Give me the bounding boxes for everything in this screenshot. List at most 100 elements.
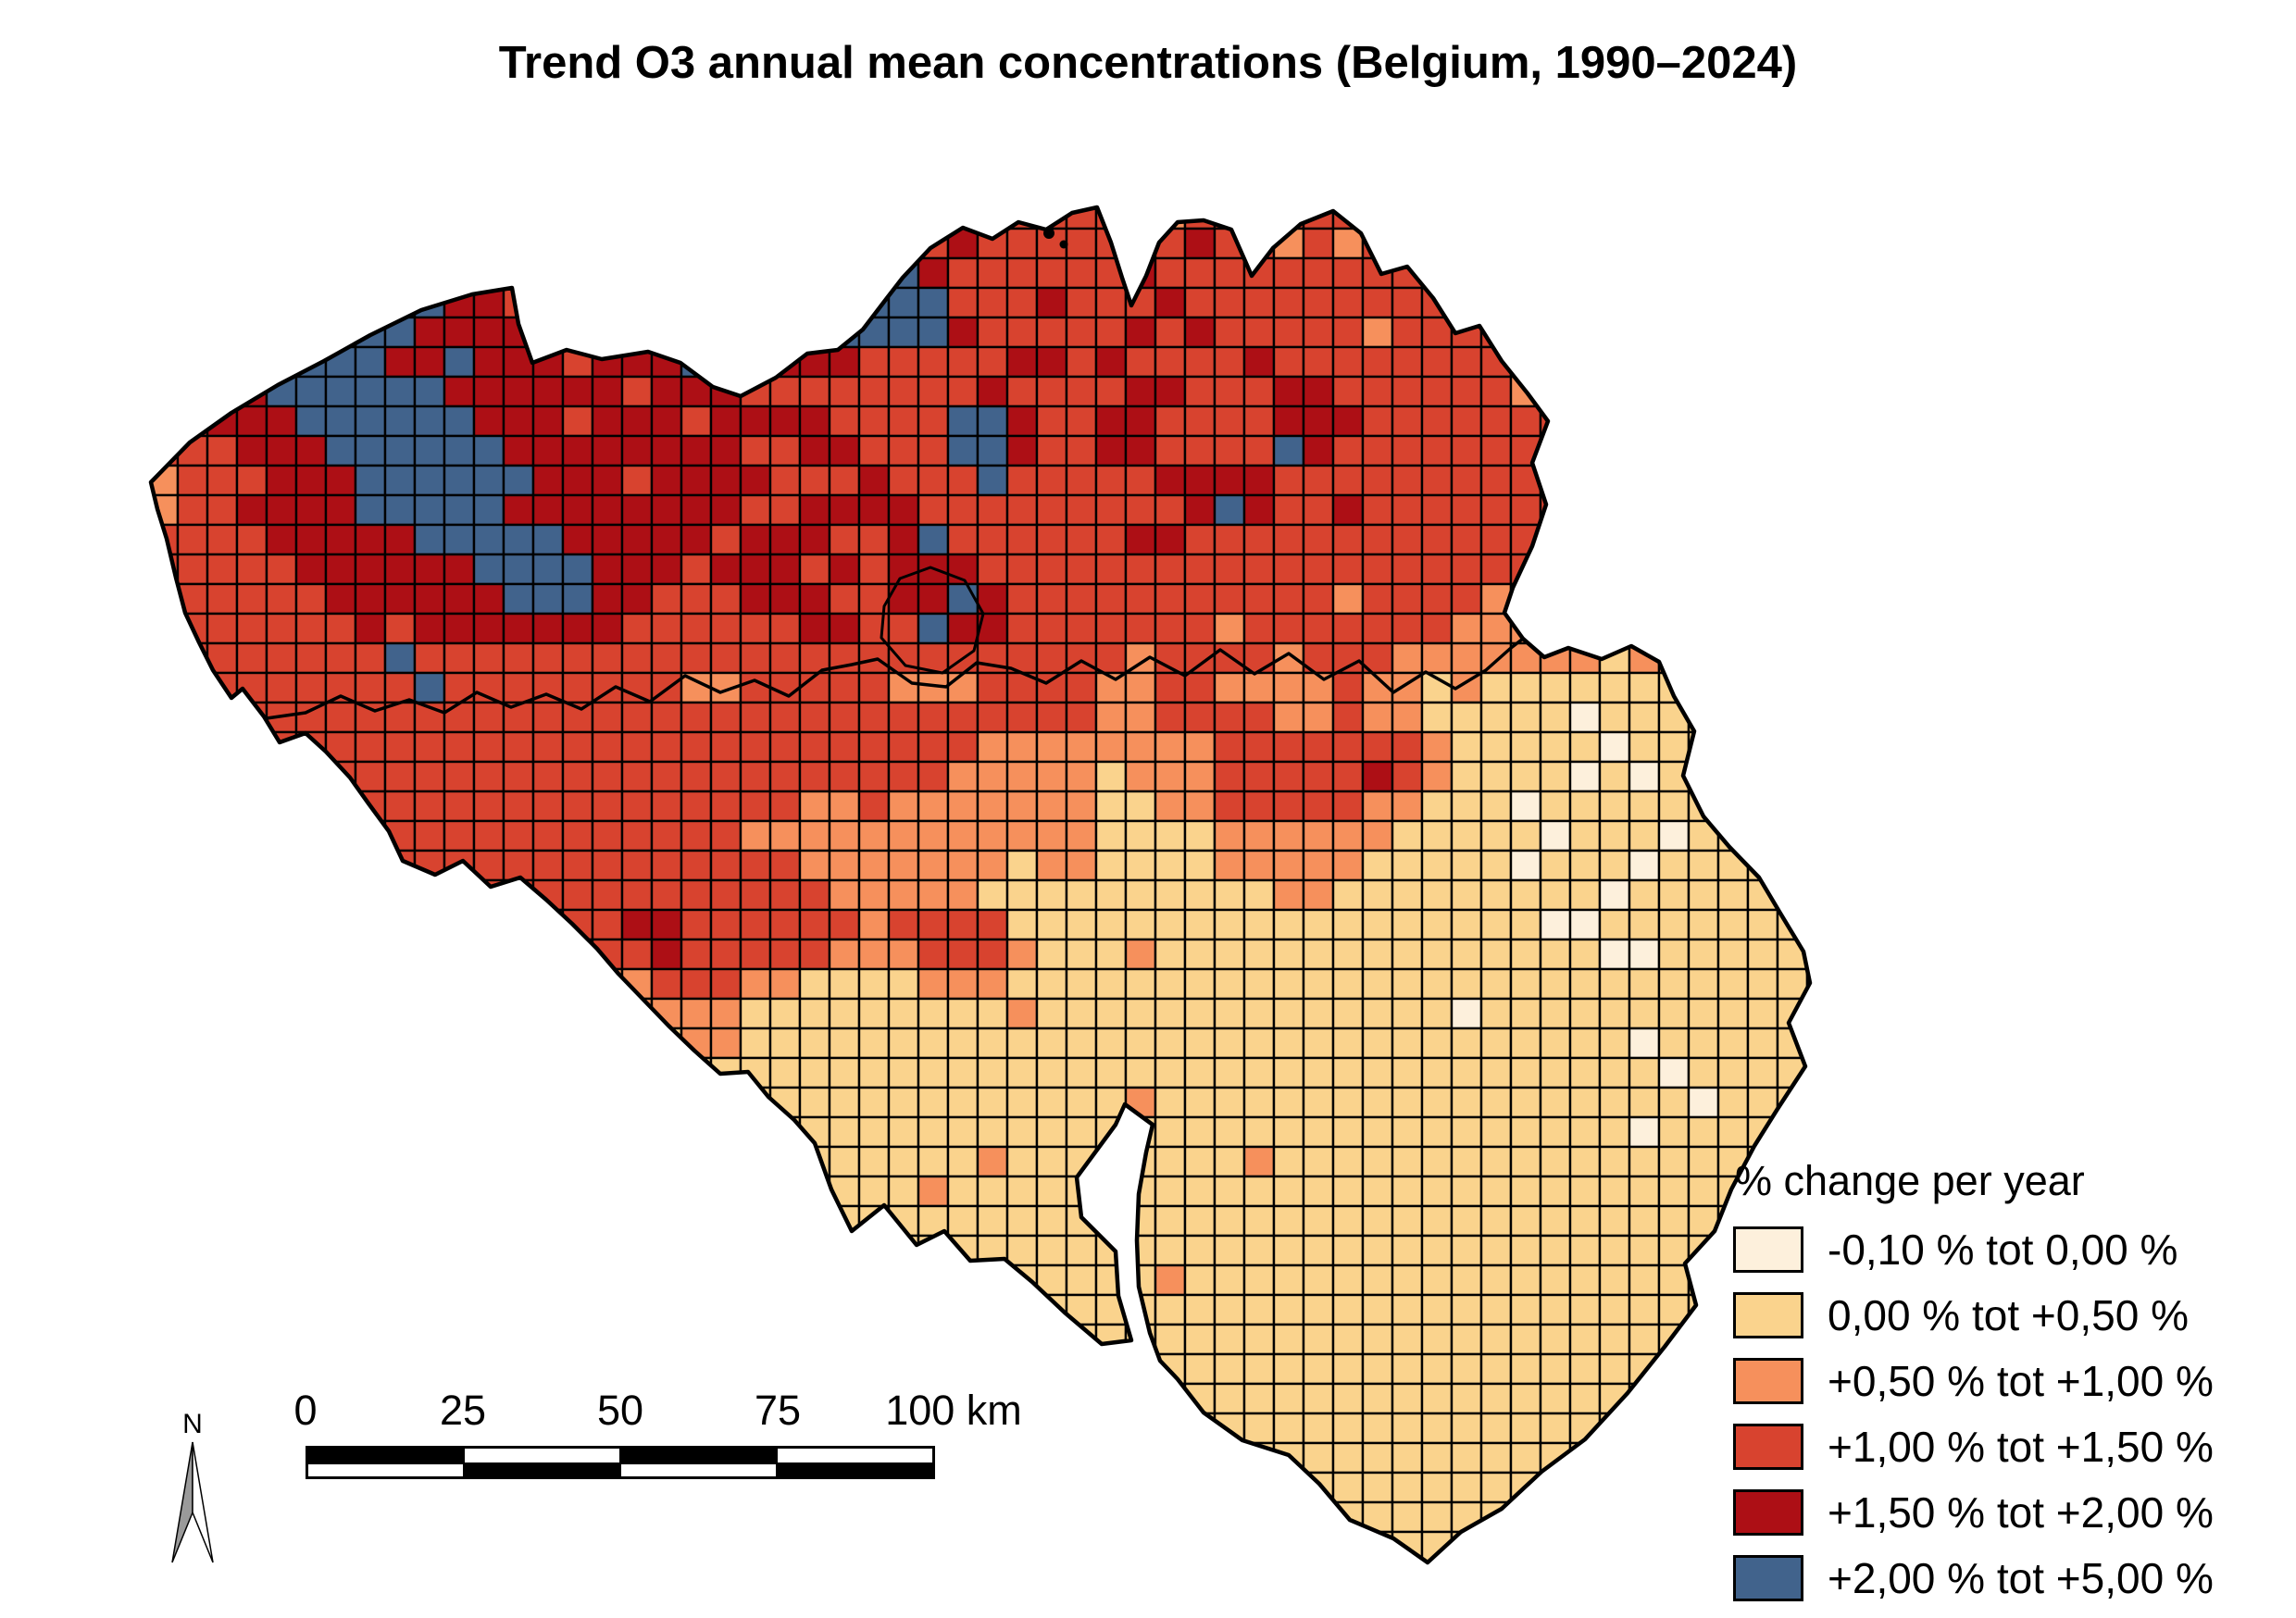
grid-cell <box>2015 614 2044 643</box>
grid-cell <box>1005 227 1039 260</box>
scalebar-segment <box>776 1449 932 1462</box>
grid-cell <box>472 938 505 971</box>
legend-label: +2,00 % tot +5,00 % <box>1828 1553 2214 1602</box>
grid-cell <box>917 345 950 379</box>
grid-cell <box>1183 523 1217 556</box>
grid-cell <box>1124 938 1157 971</box>
grid-cell <box>620 1145 654 1178</box>
grid-cell <box>1598 671 1631 704</box>
grid-cell <box>1926 614 1955 643</box>
grid-cell <box>1509 1293 1542 1326</box>
grid-cell <box>1124 1530 1157 1562</box>
grid-cell <box>1509 1056 1542 1089</box>
grid-cell <box>1420 612 1454 645</box>
grid-cell <box>502 760 535 793</box>
grid-cell <box>1628 316 1661 349</box>
grid-cell <box>1302 878 1335 912</box>
grid-cell <box>443 641 476 675</box>
grid-cell <box>1568 1145 1602 1178</box>
grid-cell <box>1479 938 1513 971</box>
grid-cell <box>1065 701 1098 734</box>
grid-cell <box>1035 1352 1068 1386</box>
grid-cell <box>1331 493 1365 527</box>
grid-cell <box>324 967 357 1001</box>
grid-cell <box>1568 701 1602 734</box>
grid-cell <box>680 878 713 912</box>
grid-cell <box>1005 256 1039 290</box>
grid-cell <box>887 878 920 912</box>
grid-cell <box>650 730 683 764</box>
grid-cell <box>1272 997 1305 1030</box>
grid-cell <box>887 1352 920 1386</box>
grid-cell <box>1302 1382 1335 1415</box>
grid-cell <box>1598 286 1631 319</box>
grid-cell <box>1509 1234 1542 1267</box>
grid-cell <box>413 967 446 1001</box>
grid-cell <box>1568 286 1602 319</box>
grid-cell <box>1242 1056 1276 1089</box>
grid-cell <box>1391 493 1424 527</box>
grid-cell <box>1716 1027 1750 1060</box>
grid-cell <box>1955 525 1985 554</box>
grid-cell <box>294 612 328 645</box>
grid-cell <box>472 1027 505 1060</box>
grid-cell <box>1391 1500 1424 1534</box>
grid-cell <box>1985 288 2015 317</box>
grid-cell <box>1568 434 1602 467</box>
grid-cell <box>1361 1263 1394 1297</box>
grid-cell <box>887 523 920 556</box>
grid-cell <box>1154 434 1187 467</box>
grid-cell <box>1005 908 1039 941</box>
grid-cell <box>354 641 387 675</box>
grid-cell <box>1331 404 1365 438</box>
grid-cell <box>413 908 446 941</box>
grid-cell <box>1955 466 1985 495</box>
grid-cell <box>798 286 831 319</box>
grid-cell <box>443 701 476 734</box>
grid-cell <box>1154 1382 1187 1415</box>
grid-cell <box>1450 1441 1483 1475</box>
grid-cell <box>1805 760 1810 793</box>
grid-cell <box>650 286 683 319</box>
grid-cell <box>768 671 802 704</box>
grid-cell <box>472 730 505 764</box>
grid-cell <box>1776 286 1809 319</box>
grid-cell <box>1035 1115 1068 1149</box>
grid-cell <box>768 1560 802 1562</box>
grid-cell <box>235 1234 268 1267</box>
grid-cell <box>1805 701 1810 734</box>
grid-cell <box>1926 703 1955 732</box>
grid-cell <box>1302 1234 1335 1267</box>
grid-cell <box>206 1293 239 1326</box>
grid-cell <box>1450 641 1483 675</box>
grid-cell <box>1154 1115 1187 1149</box>
grid-cell <box>739 256 772 290</box>
grid-cell <box>531 464 565 497</box>
grid-cell <box>1272 1382 1305 1415</box>
grid-cell <box>531 1560 565 1562</box>
grid-cell <box>1450 760 1483 793</box>
grid-cell <box>1124 553 1157 586</box>
grid-cell <box>1837 317 1866 347</box>
grid-cell <box>828 760 861 793</box>
grid-cell <box>917 612 950 645</box>
grid-cell <box>1213 1204 1246 1238</box>
grid-cell <box>768 997 802 1030</box>
grid-cell <box>709 582 742 616</box>
grid-cell <box>294 1234 328 1267</box>
grid-cell <box>294 878 328 912</box>
grid-cell <box>1479 375 1513 408</box>
grid-cell <box>1479 227 1513 260</box>
grid-cell <box>1242 1500 1276 1534</box>
grid-cell <box>1154 1412 1187 1445</box>
grid-cell <box>1657 612 1691 645</box>
grid-cell <box>1687 1086 1720 1119</box>
grid-cell <box>294 1175 328 1208</box>
grid-cell <box>768 553 802 586</box>
grid-cell <box>976 908 1009 941</box>
grid-cell <box>1746 819 1779 853</box>
grid-cell <box>561 582 594 616</box>
grid-cell <box>265 1145 298 1178</box>
grid-cell <box>976 878 1009 912</box>
grid-cell <box>324 1145 357 1178</box>
